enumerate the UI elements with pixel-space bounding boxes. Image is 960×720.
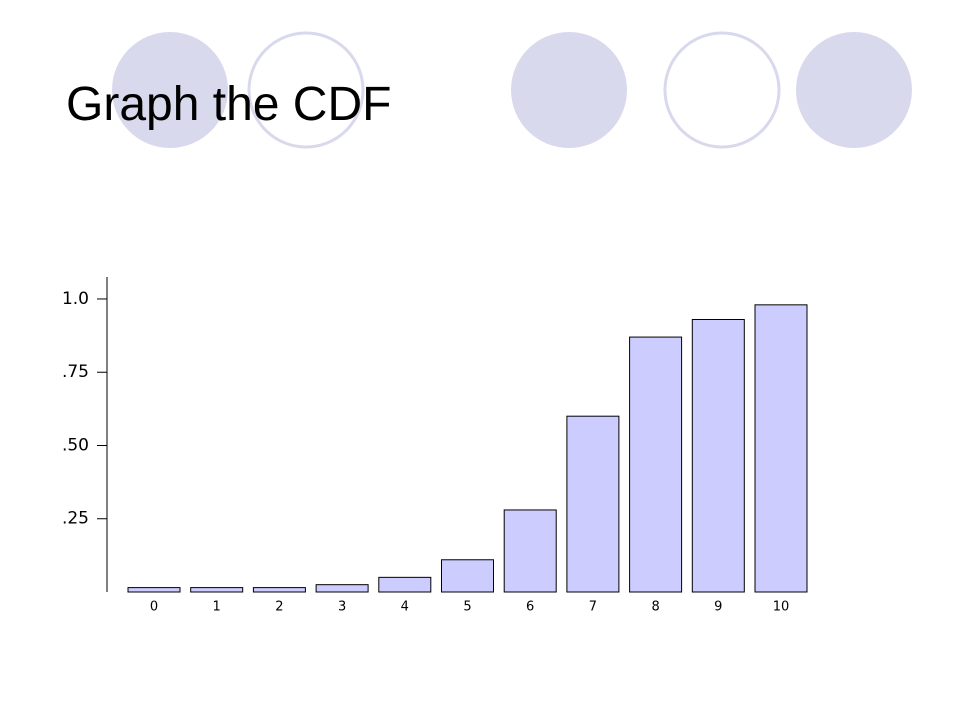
bar [378,576,432,593]
bar [252,587,306,593]
decoration [112,31,912,149]
deco-circle [511,32,627,148]
x-tick-label: 2 [275,600,283,615]
deco-circle [112,32,228,148]
x-tick-label: 1 [213,600,221,615]
x-tick-label: 9 [714,600,722,615]
x-tick-label: 3 [338,600,346,615]
x-tick-label: 10 [773,600,790,615]
x-tick-label: 6 [526,600,534,615]
bar [315,584,369,593]
bar [441,559,494,593]
x-tick-label: 5 [463,600,471,615]
y-tick-label: 1.0 [62,289,89,309]
bar [629,336,683,593]
deco-circle [247,31,365,149]
x-tick-label: 8 [651,600,659,615]
bar [691,318,745,593]
y-tick-label: .50 [62,435,89,455]
bar [190,587,244,593]
deco-circle [663,31,781,149]
chart-title: Graph the CDF [66,78,391,131]
y-tick-label: .25 [62,509,89,529]
y-tick-label: .75 [62,362,89,382]
bar [127,587,181,593]
bar [754,304,808,593]
bar [503,509,557,593]
bar [566,415,620,593]
x-tick-label: 4 [401,600,409,615]
x-tick-label: 7 [589,600,597,615]
deco-circle [796,32,912,148]
x-tick-label: 0 [150,600,158,615]
